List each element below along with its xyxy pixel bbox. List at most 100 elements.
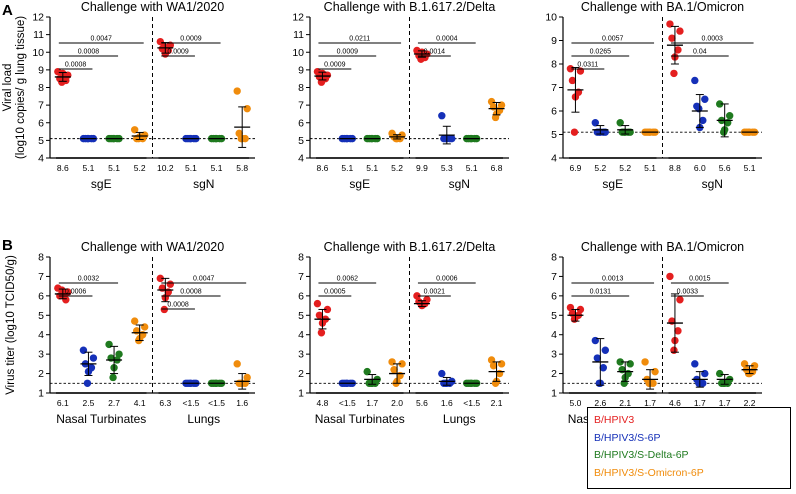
value-label: 2.2 xyxy=(744,398,756,408)
value-label: 5.2 xyxy=(619,163,631,173)
data-point xyxy=(83,379,92,387)
value-label: 4.1 xyxy=(134,398,146,408)
data-point xyxy=(160,305,169,314)
y-tick-label: 2 xyxy=(298,368,304,380)
y-tick-label: 11 xyxy=(33,29,44,41)
data-point xyxy=(674,327,682,335)
data-point xyxy=(89,354,98,362)
y-tick-label: 1 xyxy=(551,388,557,400)
legend-box: B/HPIV3 B/HPIV3/S-6P B/HPIV3/S-Delta-6P … xyxy=(587,407,791,489)
data-point xyxy=(79,346,88,354)
data-point xyxy=(666,20,674,28)
value-label: 5.6 xyxy=(719,163,731,173)
data-point xyxy=(363,367,371,376)
data-point xyxy=(317,329,326,337)
data-point xyxy=(699,116,707,125)
y-tick-label: 3 xyxy=(38,349,44,361)
data-point xyxy=(105,340,113,349)
value-label: 5.1 xyxy=(83,163,95,173)
y-tick-label: 7 xyxy=(38,100,44,112)
legend-item-s-6p: B/HPIV3/S-6P xyxy=(594,431,661,444)
data-point xyxy=(715,369,724,378)
data-point xyxy=(725,112,734,120)
value-label: 1.6 xyxy=(441,398,453,408)
value-label: 5.1 xyxy=(644,163,656,173)
data-point xyxy=(134,134,143,143)
p-value-label: 0.0013 xyxy=(602,276,624,283)
y-tick-label: 7 xyxy=(298,100,304,112)
value-label: 5.1 xyxy=(466,163,478,173)
value-label: 1.7 xyxy=(719,398,731,408)
y-tick-label: 7 xyxy=(38,271,44,283)
chart-panel: Challenge with B.1.617.2/Delta 1 2 3 4 5 6 7 8 Na… xyxy=(298,240,509,426)
p-value-label: 0.0014 xyxy=(424,49,446,56)
data-point xyxy=(237,134,245,143)
data-point xyxy=(676,296,684,304)
chart-panel: Challenge with B.1.617.2/Delta 4 5 6 7 8 9 10 11… xyxy=(292,0,509,191)
y-tick-label: 6 xyxy=(298,117,304,129)
y-tick-label: 9 xyxy=(38,64,44,76)
data-point xyxy=(130,126,139,134)
value-label: 1.6 xyxy=(236,398,248,408)
data-point xyxy=(489,362,498,370)
chart-title: Challenge with B.1.617.2/Delta xyxy=(324,0,496,14)
p-value-label: 0.0009 xyxy=(324,62,346,69)
y-tick-label: 10 xyxy=(292,47,304,59)
value-label: <1.5 xyxy=(339,398,356,408)
data-point xyxy=(166,280,175,288)
value-label: <1.5 xyxy=(463,398,480,408)
p-value-label: 0.0021 xyxy=(424,289,446,296)
chart-panel: Challenge with WA1/2020 Viral load (log10 … xyxy=(2,0,255,191)
y-tick-label: 2 xyxy=(551,368,557,380)
data-point xyxy=(491,379,500,387)
value-label: 5.1 xyxy=(744,163,756,173)
panel-letter-b: B xyxy=(2,237,13,254)
legend-item-s-omicron-6p: B/HPIV3/S-Omicron-6P xyxy=(594,466,704,479)
y-tick-label: 4 xyxy=(551,329,557,341)
y-tick-label: 4 xyxy=(38,153,44,165)
p-value-label: 0.0003 xyxy=(702,36,724,43)
data-point xyxy=(156,37,165,46)
y-tick-label: 10 xyxy=(32,47,44,59)
y-tick-label: 4 xyxy=(298,329,304,341)
y-tick-label: 8 xyxy=(38,82,44,94)
data-point xyxy=(566,65,575,73)
data-point xyxy=(315,311,324,319)
value-label: <1.5 xyxy=(208,398,225,408)
y-axis-label: Viral load xyxy=(2,64,14,112)
data-point xyxy=(641,358,649,366)
value-label: 1.7 xyxy=(644,398,656,408)
group-label: sgN xyxy=(193,177,214,191)
p-value-label: 0.0008 xyxy=(180,289,202,296)
y-tick-label: 4 xyxy=(551,153,557,165)
value-label: 5.2 xyxy=(594,163,606,173)
p-value-label: 0.0057 xyxy=(602,36,624,43)
data-point xyxy=(715,100,724,108)
data-point xyxy=(390,365,398,374)
data-point xyxy=(676,27,684,35)
chart-title: Challenge with WA1/2020 xyxy=(81,240,224,254)
y-tick-label: 9 xyxy=(298,64,304,76)
data-point xyxy=(398,360,406,368)
group-label: Nasal Turbinates xyxy=(315,412,405,426)
value-label: <1.5 xyxy=(183,398,200,408)
data-point xyxy=(691,76,699,85)
chart-panel: Challenge with BA.1/Omicron 4 5 6 7 8 9 10 sgE 6.… xyxy=(545,0,762,191)
data-point xyxy=(323,305,332,314)
y-tick-label: 6 xyxy=(551,290,557,302)
data-point xyxy=(670,69,678,78)
value-label: 2.6 xyxy=(594,398,606,408)
y-tick-label: 4 xyxy=(38,329,44,341)
data-point xyxy=(160,43,169,51)
y-tick-label: 2 xyxy=(38,368,44,380)
value-label: 1.7 xyxy=(366,398,378,408)
data-point xyxy=(701,95,709,103)
y-tick-label: 8 xyxy=(551,59,557,71)
data-point xyxy=(388,358,396,366)
y-tick-label: 7 xyxy=(298,271,304,283)
data-point xyxy=(156,274,165,283)
data-point xyxy=(651,367,659,376)
y-tick-label: 6 xyxy=(38,117,44,129)
data-point xyxy=(620,379,628,387)
